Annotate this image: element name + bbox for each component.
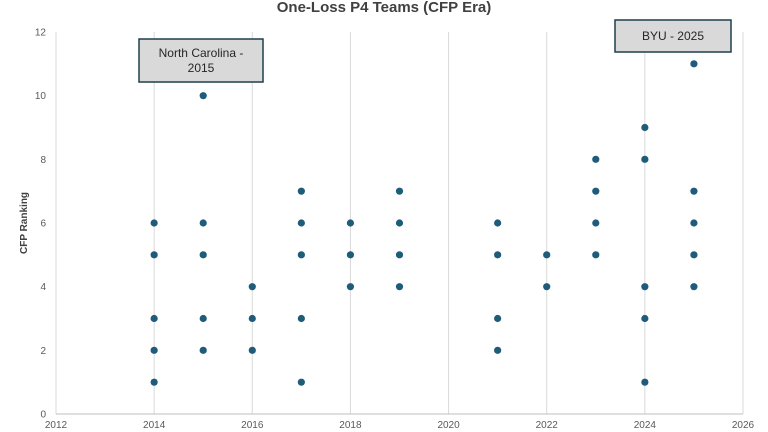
chart-title: One-Loss P4 Teams (CFP Era) [277, 0, 492, 16]
annotation-text: 2015 [188, 61, 215, 75]
data-point [297, 378, 305, 386]
data-point [592, 187, 600, 195]
data-point [641, 123, 649, 132]
data-point [248, 346, 256, 354]
data-point [592, 155, 600, 163]
data-point [150, 251, 158, 259]
x-tick-label: 2020 [437, 420, 460, 431]
x-tick-label: 2016 [241, 420, 264, 431]
annotation-text: BYU - 2025 [642, 29, 704, 43]
annotation-callout: North Carolina -2015 [138, 38, 264, 83]
data-point [199, 251, 207, 259]
x-tick-label: 2018 [339, 420, 362, 431]
x-tick-label: 2024 [634, 420, 657, 431]
data-point [395, 251, 404, 259]
data-point [150, 378, 158, 386]
data-point [641, 283, 649, 291]
y-tick-labels: 0 2 4 6 8 10 12 [35, 28, 47, 421]
data-point [690, 187, 698, 195]
data-point [543, 251, 551, 259]
data-point [494, 219, 502, 227]
data-point [297, 251, 305, 259]
y-tick-label: 4 [40, 282, 46, 293]
x-tick-label: 2012 [45, 420, 68, 431]
data-point [494, 346, 502, 354]
data-point [297, 187, 305, 195]
data-point [297, 314, 305, 323]
data-point [494, 251, 502, 259]
annotation-box [614, 19, 732, 53]
data-point [248, 283, 256, 291]
data-point [150, 346, 158, 354]
data-point [641, 378, 649, 386]
data-point [395, 187, 404, 195]
x-tick-label: 2026 [732, 420, 755, 431]
y-tick-label: 12 [35, 28, 47, 39]
data-point [199, 92, 207, 100]
data-point [150, 219, 158, 227]
data-point [641, 314, 649, 323]
data-point [395, 283, 404, 291]
y-tick-label: 2 [40, 346, 46, 357]
data-point [297, 219, 305, 227]
data-point [199, 219, 207, 227]
data-point [199, 314, 207, 323]
data-point [395, 219, 404, 227]
annotation-box [138, 38, 264, 83]
data-point [690, 283, 698, 291]
x-tick-label: 2022 [536, 420, 559, 431]
y-tick-label: 6 [40, 219, 46, 230]
x-tick-labels: 2012 2014 2016 2018 2020 2022 2024 2026 [45, 420, 755, 431]
data-point [494, 314, 502, 323]
data-point [346, 219, 355, 227]
data-point [690, 219, 698, 227]
data-points [150, 60, 698, 386]
x-tick-label: 2014 [143, 420, 166, 431]
data-point [641, 155, 649, 163]
data-point [543, 283, 551, 291]
data-point [346, 283, 355, 291]
data-point [592, 219, 600, 227]
data-point [592, 251, 600, 259]
y-tick-label: 8 [40, 155, 46, 166]
annotation-callout: BYU - 2025 [614, 19, 732, 53]
data-point [248, 314, 256, 323]
annotation-text: North Carolina - [159, 46, 244, 60]
data-point [690, 251, 698, 259]
data-point [346, 251, 355, 259]
data-point [150, 314, 158, 323]
y-axis-label: CFP Ranking [19, 192, 30, 254]
data-point [199, 346, 207, 354]
y-tick-label: 0 [40, 410, 46, 421]
y-tick-label: 10 [35, 91, 47, 102]
grid-lines [55, 32, 744, 414]
data-point [690, 60, 698, 68]
annotations: North Carolina -2015 BYU - 2025 [138, 19, 732, 83]
